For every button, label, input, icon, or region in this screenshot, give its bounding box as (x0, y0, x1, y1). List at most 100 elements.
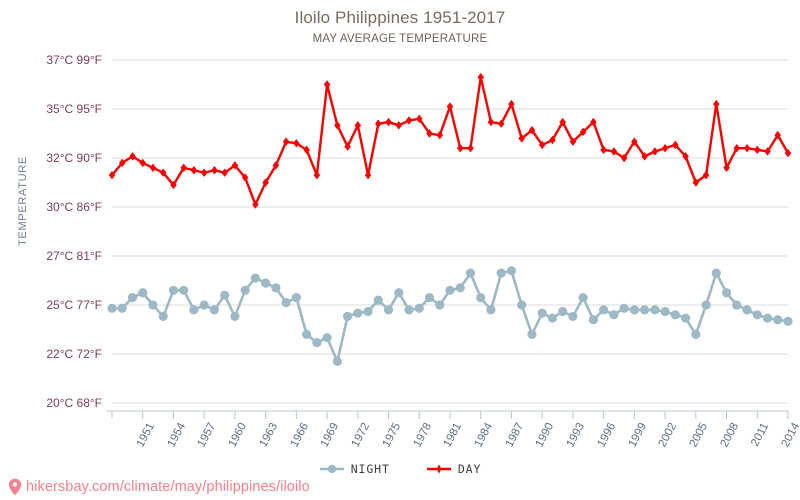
data-point-night[interactable] (322, 333, 332, 343)
data-point-night[interactable] (189, 305, 199, 315)
data-point-night[interactable] (670, 310, 680, 320)
data-point-day[interactable] (508, 99, 515, 109)
data-point-day[interactable] (600, 145, 607, 155)
data-point-day[interactable] (426, 129, 433, 138)
data-point-day[interactable] (631, 137, 638, 146)
data-point-day[interactable] (303, 145, 310, 155)
data-point-day[interactable] (334, 121, 341, 130)
data-point-night[interactable] (742, 305, 752, 315)
source-footer[interactable]: hikersbay.com/climate/may/philippines/il… (8, 478, 310, 496)
data-point-night[interactable] (691, 329, 701, 339)
data-point-night[interactable] (568, 311, 578, 322)
data-point-night[interactable] (158, 311, 168, 322)
data-point-day[interactable] (672, 140, 679, 150)
data-point-day[interactable] (159, 168, 167, 177)
data-point-night[interactable] (701, 300, 711, 310)
data-point-night[interactable] (404, 305, 414, 315)
data-point-night[interactable] (353, 308, 363, 318)
data-point-day[interactable] (139, 158, 147, 168)
data-point-night[interactable] (271, 283, 281, 293)
data-point-day[interactable] (354, 121, 362, 130)
data-point-day[interactable] (200, 168, 208, 177)
data-point-day[interactable] (385, 117, 392, 127)
data-point-night[interactable] (332, 356, 342, 366)
data-point-night[interactable] (424, 293, 435, 303)
data-point-day[interactable] (282, 137, 290, 146)
data-point-night[interactable] (179, 285, 189, 295)
data-point-day[interactable] (610, 147, 618, 156)
data-point-day[interactable] (497, 119, 505, 128)
data-point-day[interactable] (713, 99, 720, 109)
data-point-day[interactable] (743, 144, 751, 153)
data-point-day[interactable] (129, 152, 136, 161)
data-point-night[interactable] (220, 290, 230, 300)
data-point-night[interactable] (465, 268, 476, 278)
data-point-day[interactable] (620, 153, 628, 163)
data-point-night[interactable] (394, 288, 404, 298)
data-point-day[interactable] (723, 163, 730, 172)
data-point-day[interactable] (293, 139, 300, 148)
data-point-night[interactable] (721, 288, 732, 298)
data-point-night[interactable] (383, 305, 394, 315)
data-point-night[interactable] (240, 285, 250, 295)
data-point-night[interactable] (588, 315, 598, 325)
data-point-day[interactable] (344, 142, 351, 151)
data-point-night[interactable] (506, 266, 517, 276)
data-point-day[interactable] (702, 170, 710, 180)
data-point-day[interactable] (375, 119, 382, 128)
data-point-day[interactable] (108, 170, 116, 180)
data-point-night[interactable] (209, 305, 220, 315)
data-point-night[interactable] (127, 293, 138, 303)
data-point-night[interactable] (199, 300, 209, 310)
data-point-day[interactable] (733, 144, 741, 153)
data-point-night[interactable] (148, 300, 158, 310)
data-point-day[interactable] (651, 147, 659, 156)
data-point-night[interactable] (363, 306, 373, 317)
data-point-night[interactable] (117, 303, 127, 313)
data-point-day[interactable] (241, 173, 249, 182)
data-point-night[interactable] (773, 315, 783, 325)
data-point-day[interactable] (559, 117, 566, 127)
data-point-night[interactable] (230, 311, 240, 322)
data-point-day[interactable] (405, 116, 413, 125)
data-point-night[interactable] (547, 313, 558, 323)
data-point-night[interactable] (629, 305, 639, 315)
data-point-night[interactable] (281, 297, 291, 308)
data-point-night[interactable] (650, 305, 660, 315)
data-point-day[interactable] (549, 135, 556, 145)
data-point-night[interactable] (250, 273, 260, 283)
data-point-day[interactable] (579, 127, 587, 137)
data-point-night[interactable] (732, 300, 742, 310)
data-point-night[interactable] (414, 303, 424, 313)
data-point-night[interactable] (435, 300, 445, 310)
data-point-day[interactable] (364, 170, 372, 180)
data-point-night[interactable] (261, 278, 271, 288)
data-point-day[interactable] (170, 180, 177, 190)
data-point-night[interactable] (660, 306, 670, 317)
data-point-night[interactable] (342, 311, 353, 322)
data-point-night[interactable] (558, 306, 568, 317)
data-point-day[interactable] (149, 163, 157, 172)
data-point-day[interactable] (538, 140, 546, 150)
data-point-day[interactable] (118, 158, 126, 168)
data-point-day[interactable] (415, 114, 423, 123)
data-point-day[interactable] (313, 170, 321, 180)
data-point-day[interactable] (692, 178, 700, 187)
data-point-day[interactable] (436, 130, 444, 140)
data-point-day[interactable] (487, 117, 495, 127)
data-point-day[interactable] (456, 144, 464, 153)
data-point-night[interactable] (496, 268, 506, 278)
legend-item-day[interactable]: DAY (426, 462, 481, 476)
legend-item-night[interactable]: NIGHT (319, 462, 390, 476)
data-point-day[interactable] (395, 121, 403, 130)
data-point-day[interactable] (753, 145, 761, 155)
data-point-night[interactable] (517, 300, 527, 310)
data-point-day[interactable] (211, 166, 218, 175)
data-point-night[interactable] (752, 310, 762, 320)
data-point-night[interactable] (486, 305, 496, 315)
data-point-night[interactable] (537, 308, 547, 318)
data-point-night[interactable] (783, 316, 793, 326)
data-point-day[interactable] (764, 147, 771, 156)
data-point-night[interactable] (680, 313, 691, 323)
data-point-day[interactable] (323, 80, 331, 89)
